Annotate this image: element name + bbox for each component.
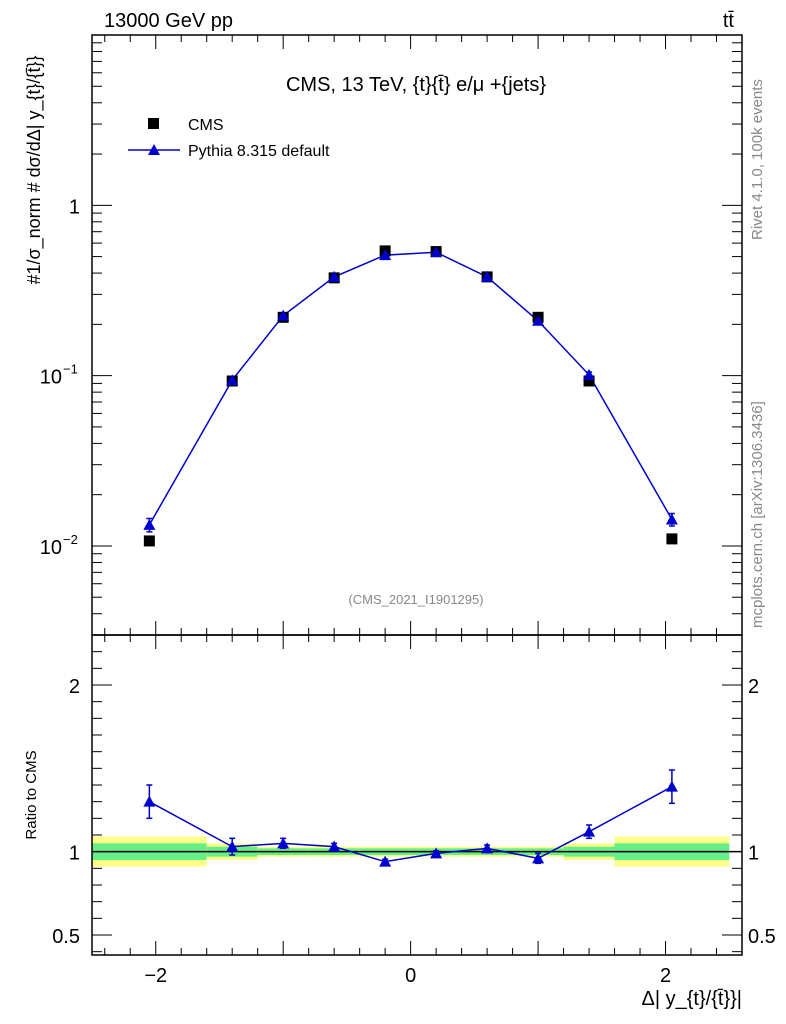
- ratio-axis-label: Ratio to CMS: [23, 750, 40, 839]
- pythia-data-point: [226, 374, 239, 386]
- ratio-tick-label-right: 2: [748, 676, 759, 698]
- header-left: 13000 GeV pp: [104, 10, 233, 32]
- analysis-watermark: (CMS_2021_I1901295): [348, 592, 483, 607]
- ratio-tick-label-left: 1: [69, 843, 80, 865]
- ratio-tick-label-right: 0.5: [748, 926, 776, 948]
- legend-label-cms: CMS: [188, 117, 224, 134]
- pythia-ratio-point: [532, 852, 545, 864]
- pythia-data-point: [532, 314, 545, 326]
- pythia-data-point: [277, 309, 290, 321]
- cms-data-point: [143, 535, 155, 547]
- y-tick-label: 10: [40, 367, 62, 389]
- ratio-tick-label-left: 2: [69, 676, 80, 698]
- x-tick-label: 2: [660, 965, 671, 987]
- cms-data-point: [666, 533, 678, 545]
- marker-layer: [143, 245, 678, 867]
- pythia-data-point: [430, 246, 443, 258]
- tick-layer: −2 0 210 −210 −110.5 0.51 12 2: [40, 35, 776, 987]
- y-tick-label: 10: [40, 537, 62, 559]
- pythia-data-point: [379, 249, 392, 261]
- pythia-ratio-point: [226, 840, 239, 852]
- ratio-tick-label-right: 1: [748, 843, 759, 865]
- x-tick-label: −2: [144, 965, 167, 987]
- pythia-ratio-point: [277, 837, 290, 849]
- mcplots-label: mcplots.cern.ch [arXiv:1306.3436]: [749, 401, 766, 628]
- pythia-data-point: [481, 270, 494, 282]
- pythia-data-point: [583, 368, 596, 380]
- chart-title: CMS, 13 TeV, {t}{t̄} e/μ +{jets}: [286, 74, 546, 96]
- legend-marker-pythia: [148, 144, 160, 155]
- pythia-data-point: [665, 513, 678, 525]
- ratio-band-layer: [92, 836, 742, 867]
- ratio-panel-frame: [91, 634, 743, 956]
- series-line-layer: [148, 251, 673, 863]
- header-right: tt̄: [723, 10, 735, 32]
- pythia-ratio-point: [328, 840, 341, 852]
- pythia-ratio-point: [481, 842, 494, 854]
- pythia-ratio-point: [430, 847, 443, 859]
- pythia-ratio-point: [379, 855, 392, 867]
- x-axis-label: Δ| y_{t}/{t̄}}|: [642, 988, 743, 1010]
- pythia-ratio-point: [583, 825, 596, 837]
- cms-data-point: [583, 375, 595, 387]
- y-tick-label: 1: [69, 196, 80, 218]
- pythia-ratio-point: [143, 795, 156, 807]
- y-tick-exponent: −1: [63, 362, 78, 377]
- pythia-series-line: [148, 251, 673, 526]
- y-tick-exponent: −2: [63, 532, 78, 547]
- ratio-tick-label-left: 0.5: [52, 926, 80, 948]
- pythia-data-point: [328, 270, 341, 282]
- pythia-data-point: [143, 518, 156, 530]
- legend-marker-cms: [148, 118, 159, 129]
- legend-label-pythia: Pythia 8.315 default: [188, 143, 330, 160]
- x-tick-label: 0: [405, 965, 416, 987]
- pythia-ratio-line: [148, 786, 673, 863]
- rivet-version-label: Rivet 4.1.0, 100k events: [749, 79, 766, 240]
- y-axis-label: #1/σ_norm # dσ/dΔ| y_{t}/{t̄}}: [24, 55, 45, 284]
- pythia-ratio-point: [665, 780, 678, 792]
